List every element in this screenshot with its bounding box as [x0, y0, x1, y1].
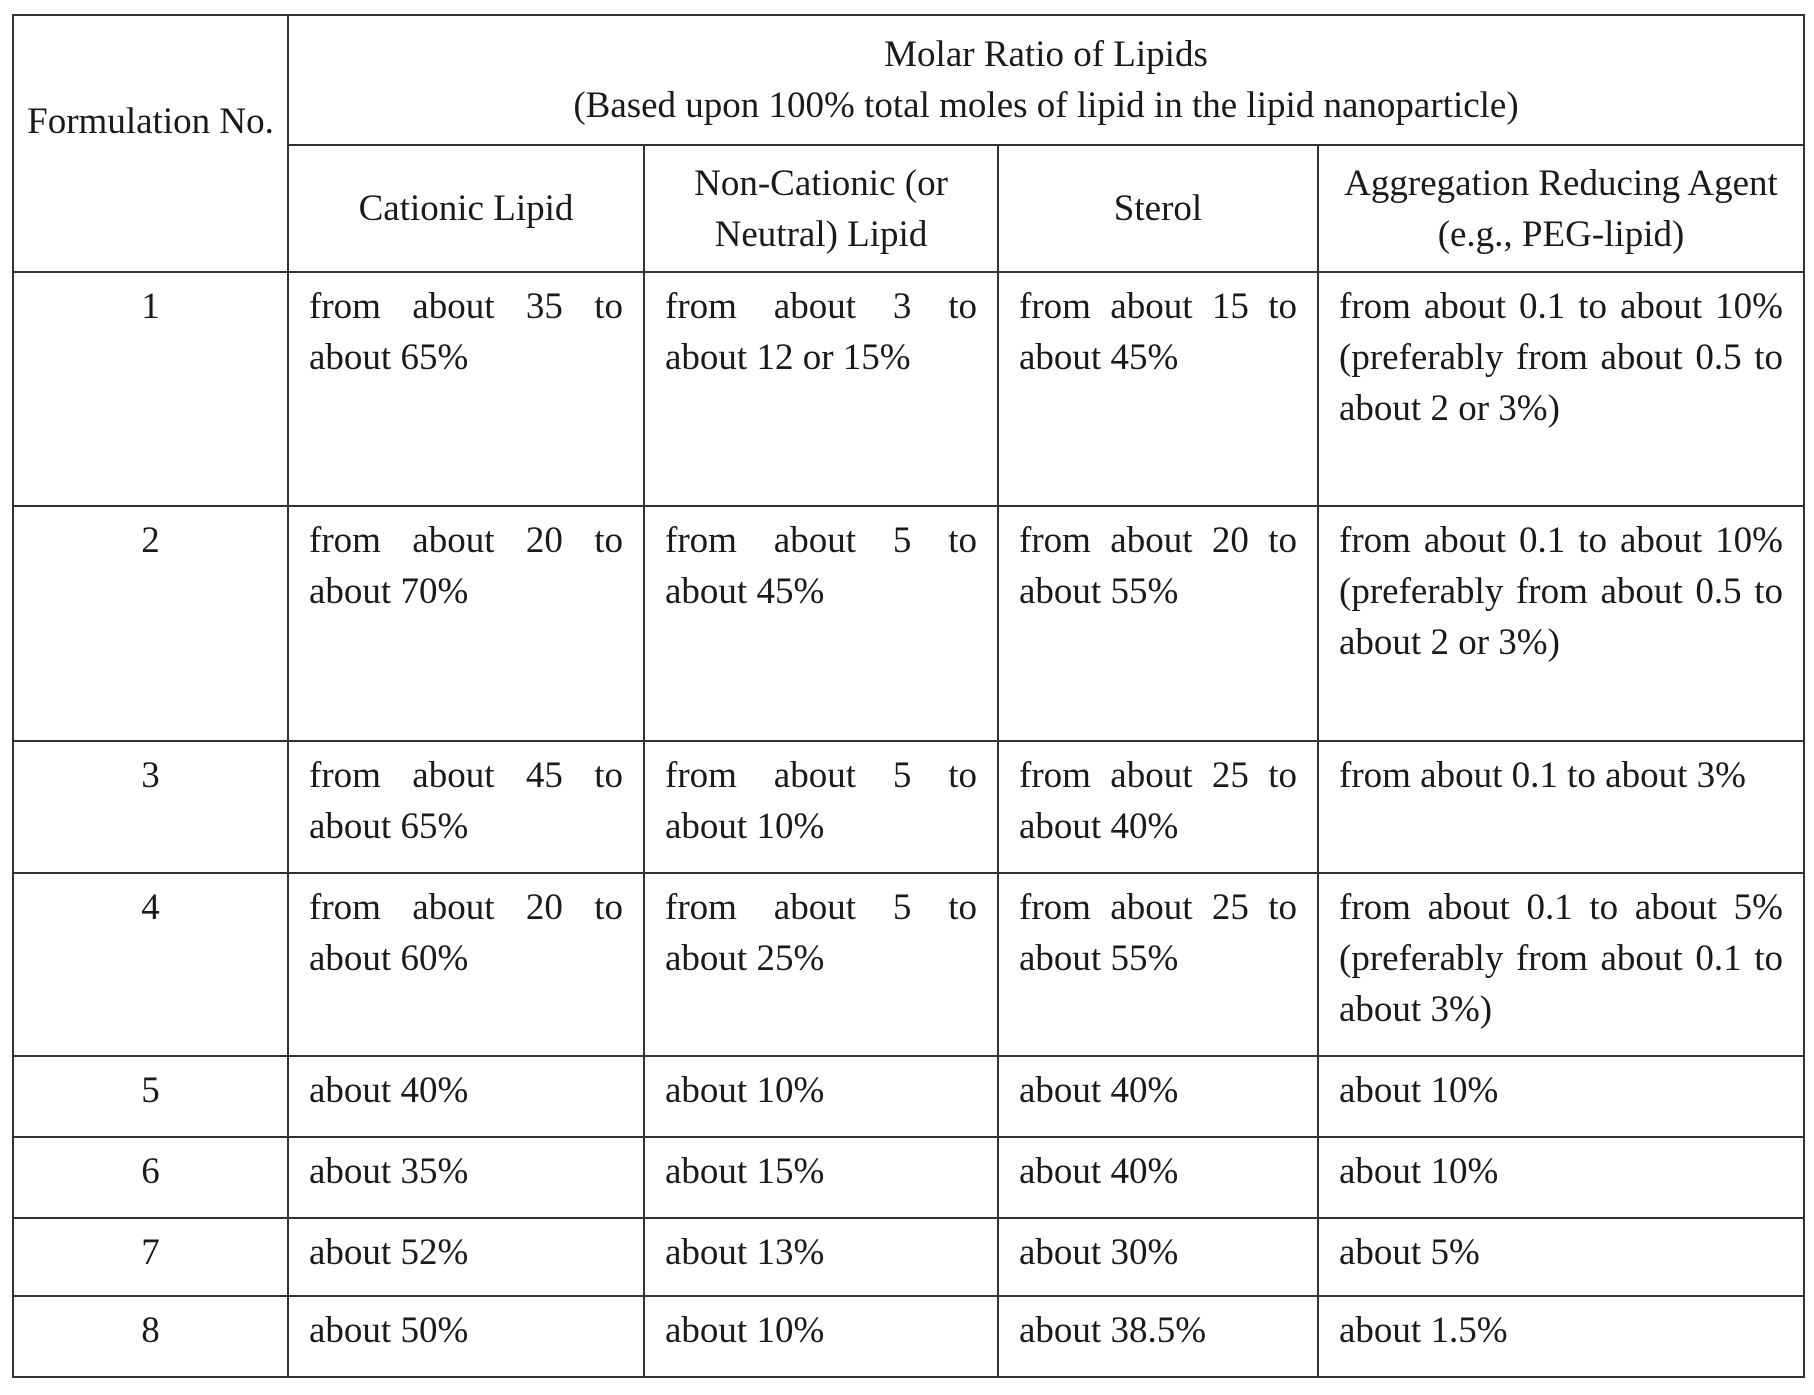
table-row: 3from about 45 to about 65%from about 5 … [13, 741, 1804, 873]
table-cell: about 10% [644, 1296, 998, 1377]
table-cell: from about 15 to about 45% [998, 272, 1318, 506]
table-cell: from about 3 to about 12 or 15% [644, 272, 998, 506]
table-cell: about 10% [1318, 1137, 1804, 1218]
column-header-cationic: Cationic Lipid [288, 145, 644, 272]
table-cell: about 40% [998, 1137, 1318, 1218]
table-row: 1from about 35 to about 65%from about 3 … [13, 272, 1804, 506]
table-cell: about 50% [288, 1296, 644, 1377]
table-cell: about 30% [998, 1218, 1318, 1296]
table-cell: from about 0.1 to about 5% (preferably f… [1318, 873, 1804, 1056]
table-cell: from about 5 to about 10% [644, 741, 998, 873]
formulation-number: 1 [13, 272, 288, 506]
formulation-number: 8 [13, 1296, 288, 1377]
table-cell: about 1.5% [1318, 1296, 1804, 1377]
table-row: 4from about 20 to about 60%from about 5 … [13, 873, 1804, 1056]
column-header-sterol: Sterol [998, 145, 1318, 272]
formulation-no-header: Formulation No. [13, 15, 288, 272]
table-cell: from about 45 to about 65% [288, 741, 644, 873]
table-cell: from about 0.1 to about 3% [1318, 741, 1804, 873]
table-cell: about 40% [288, 1056, 644, 1137]
lipid-formulation-table: Formulation No. Molar Ratio of Lipids (B… [12, 14, 1805, 1378]
table-cell: about 10% [644, 1056, 998, 1137]
table-cell: about 5% [1318, 1218, 1804, 1296]
molar-ratio-subtitle: (Based upon 100% total moles of lipid in… [297, 80, 1795, 131]
formulation-number: 3 [13, 741, 288, 873]
column-header-non-cationic: Non-Cationic (or Neutral) Lipid [644, 145, 998, 272]
table-cell: from about 20 to about 55% [998, 506, 1318, 741]
formulation-number: 7 [13, 1218, 288, 1296]
formulation-number: 6 [13, 1137, 288, 1218]
table-cell: about 15% [644, 1137, 998, 1218]
formulation-number: 5 [13, 1056, 288, 1137]
table-cell: from about 20 to about 70% [288, 506, 644, 741]
table-cell: about 35% [288, 1137, 644, 1218]
table-cell: from about 5 to about 25% [644, 873, 998, 1056]
table-cell: from about 20 to about 60% [288, 873, 644, 1056]
table-row: 7about 52%about 13%about 30%about 5% [13, 1218, 1804, 1296]
molar-ratio-header: Molar Ratio of Lipids (Based upon 100% t… [288, 15, 1804, 145]
table-cell: from about 5 to about 45% [644, 506, 998, 741]
table-row: 2from about 20 to about 70%from about 5 … [13, 506, 1804, 741]
table-cell: about 40% [998, 1056, 1318, 1137]
formulation-number: 4 [13, 873, 288, 1056]
molar-ratio-title: Molar Ratio of Lipids [297, 29, 1795, 80]
table-cell: from about 25 to about 40% [998, 741, 1318, 873]
table-cell: about 52% [288, 1218, 644, 1296]
table-cell: from about 25 to about 55% [998, 873, 1318, 1056]
table-cell: about 10% [1318, 1056, 1804, 1137]
table-cell: from about 0.1 to about 10% (preferably … [1318, 272, 1804, 506]
table-cell: about 13% [644, 1218, 998, 1296]
table-cell: from about 35 to about 65% [288, 272, 644, 506]
table-cell: from about 0.1 to about 10% (preferably … [1318, 506, 1804, 741]
column-header-aggregation-agent: Aggregation Reducing Agent (e.g., PEG-li… [1318, 145, 1804, 272]
table-row: 5about 40%about 10%about 40%about 10% [13, 1056, 1804, 1137]
formulation-number: 2 [13, 506, 288, 741]
table-row: 8about 50%about 10%about 38.5%about 1.5% [13, 1296, 1804, 1377]
table-row: 6about 35%about 15%about 40%about 10% [13, 1137, 1804, 1218]
table-cell: about 38.5% [998, 1296, 1318, 1377]
